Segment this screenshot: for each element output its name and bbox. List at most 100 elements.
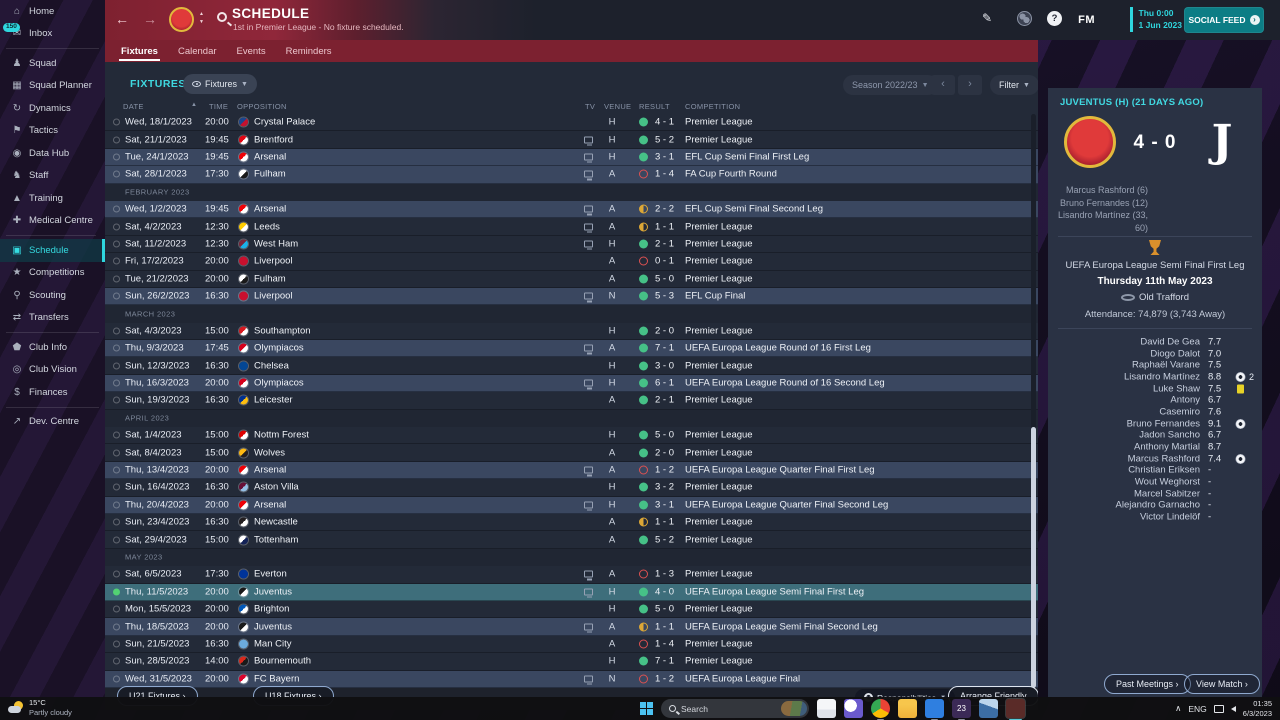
fixture-row[interactable]: Mon, 15/5/2023 20:00 Brighton H 5 - 0 Pr…	[105, 600, 1038, 619]
fixture-row[interactable]: Sun, 16/4/2023 16:30 Aston Villa H 3 - 2…	[105, 479, 1038, 497]
fixture-row[interactable]: Sat, 8/4/2023 15:00 Wolves A 2 - 0 Premi…	[105, 444, 1038, 462]
past-meetings-button[interactable]: Past Meetings ›	[1104, 674, 1191, 694]
row-select-ring[interactable]	[113, 483, 120, 491]
fixture-row[interactable]: Sat, 28/1/2023 17:30 Fulham A 1 - 4 FA C…	[105, 166, 1038, 184]
fixture-row[interactable]: Sun, 23/4/2023 16:30 Newcastle A 1 - 1 P…	[105, 513, 1038, 532]
fixture-row[interactable]: Sun, 19/3/2023 16:30 Leicester A 2 - 1 P…	[105, 392, 1038, 410]
row-select-ring[interactable]	[113, 205, 120, 213]
row-select-ring[interactable]	[113, 362, 120, 370]
chevron-down-icon[interactable]: ▼	[199, 19, 204, 25]
player-rating-row[interactable]: Marcus Rashford 7.4	[1048, 453, 1262, 465]
season-selector[interactable]: Season 2022/23 ▼	[843, 75, 938, 95]
row-select-ring[interactable]	[113, 292, 120, 300]
fixture-row[interactable]: Thu, 11/5/2023 20:00 Juventus H 4 - 0 UE…	[105, 583, 1038, 601]
row-select-ring[interactable]	[113, 657, 120, 665]
view-selector[interactable]: Fixtures ▼	[183, 74, 257, 94]
fixture-row[interactable]: Sun, 26/2/2023 16:30 Liverpool N 5 - 3 E…	[105, 287, 1038, 306]
fixture-row[interactable]: Sat, 1/4/2023 15:00 Nottm Forest H 5 - 0…	[105, 427, 1038, 445]
help-icon[interactable]: ?	[1047, 11, 1062, 26]
globe-icon[interactable]	[1017, 11, 1032, 26]
language-indicator[interactable]: ENG	[1188, 703, 1207, 714]
player-rating-row[interactable]: Antony 6.7	[1048, 394, 1262, 406]
col-competition[interactable]: COMPETITION	[685, 102, 741, 111]
tab[interactable]: Calendar	[168, 40, 227, 62]
row-select-ring[interactable]	[113, 588, 120, 596]
row-select-ring[interactable]	[113, 396, 120, 404]
folder-icon[interactable]	[898, 699, 917, 718]
player-rating-row[interactable]: Lisandro Martínez 8.8 2	[1048, 371, 1262, 383]
row-select-ring[interactable]	[113, 466, 120, 474]
scrollbar-thumb[interactable]	[1031, 427, 1036, 688]
fixture-row[interactable]: Thu, 20/4/2023 20:00 Arsenal H 3 - 1 UEF…	[105, 496, 1038, 514]
row-select-ring[interactable]	[113, 223, 120, 231]
fixture-row[interactable]: Sat, 29/4/2023 15:00 Tottenham A 5 - 2 P…	[105, 531, 1038, 549]
prev-season-button[interactable]: ‹	[931, 75, 955, 95]
fixture-row[interactable]: APRIL 2023	[105, 409, 1038, 428]
next-season-button[interactable]: ›	[958, 75, 982, 95]
taskbar-search[interactable]: Search	[661, 699, 809, 718]
player-rating-row[interactable]: Casemiro 7.6	[1048, 406, 1262, 418]
filter-button[interactable]: Filter ▼	[990, 75, 1038, 95]
sidebar-item[interactable]: ▦ Squad Planner	[0, 75, 105, 98]
fixture-row[interactable]: Sat, 21/1/2023 19:45 Brentford H 5 - 2 P…	[105, 131, 1038, 149]
sidebar-item[interactable]: ⚲ Scouting	[0, 284, 105, 307]
fixture-row[interactable]: Wed, 31/5/2023 20:00 FC Bayern N 1 - 2 U…	[105, 670, 1038, 688]
sidebar-item[interactable]: ◉ Data Hub	[0, 142, 105, 165]
back-button[interactable]: ←	[115, 11, 129, 27]
forward-button[interactable]: →	[143, 11, 157, 27]
fixture-row[interactable]: Sat, 4/2/2023 12:30 Leeds A 1 - 1 Premie…	[105, 218, 1038, 236]
search-icon[interactable]	[217, 12, 227, 22]
row-select-ring[interactable]	[113, 640, 120, 648]
sidebar-item[interactable]: ↗ Dev. Centre	[0, 406, 105, 434]
windows-start-button[interactable]	[640, 702, 653, 715]
col-date[interactable]: DATE	[123, 102, 144, 111]
network-icon[interactable]	[1213, 704, 1224, 713]
player-rating-row[interactable]: Alejandro Garnacho -	[1048, 500, 1262, 512]
sidebar-item[interactable]: ⚑ Tactics	[0, 120, 105, 143]
fixture-row[interactable]: Sun, 28/5/2023 14:00 Bournemouth H 7 - 1…	[105, 653, 1038, 671]
fm23-icon[interactable]: 23	[952, 699, 971, 720]
player-rating-row[interactable]: Diogo Dalot 7.0	[1048, 348, 1262, 360]
fixture-row[interactable]: Tue, 21/2/2023 20:00 Fulham A 5 - 0 Prem…	[105, 270, 1038, 288]
fixture-row[interactable]: Fri, 17/2/2023 20:00 Liverpool A 0 - 1 P…	[105, 253, 1038, 271]
fixture-row[interactable]: Wed, 18/1/2023 20:00 Crystal Palace H 4 …	[105, 114, 1038, 132]
row-select-ring[interactable]	[113, 136, 120, 144]
sidebar-item[interactable]: ♞ Staff	[0, 165, 105, 188]
row-select-ring[interactable]	[113, 536, 120, 544]
row-select-ring[interactable]	[113, 518, 120, 526]
fixture-row[interactable]: Sat, 6/5/2023 17:30 Everton A 1 - 3 Prem…	[105, 566, 1038, 584]
fixture-row[interactable]: Wed, 1/2/2023 19:45 Arsenal A 2 - 2 EFL …	[105, 200, 1038, 219]
fixture-row[interactable]: Thu, 13/4/2023 20:00 Arsenal A 1 - 2 UEF…	[105, 461, 1038, 480]
sidebar-item[interactable]: ↻ Dynamics	[0, 97, 105, 120]
sidebar-item[interactable]: $ Finances	[0, 381, 105, 404]
row-select-ring[interactable]	[113, 275, 120, 283]
tray-expand-chevron[interactable]: ∧	[1175, 703, 1182, 713]
fixture-row[interactable]: Thu, 18/5/2023 20:00 Juventus A 1 - 1 UE…	[105, 618, 1038, 636]
row-select-ring[interactable]	[113, 605, 120, 613]
player-rating-row[interactable]: David De Gea 7.7	[1048, 336, 1262, 348]
player-rating-row[interactable]: Raphaël Varane 7.5	[1048, 359, 1262, 371]
row-select-ring[interactable]	[113, 344, 120, 352]
tab[interactable]: Reminders	[276, 40, 342, 62]
chevron-up-icon[interactable]: ▲	[199, 11, 204, 17]
row-select-ring[interactable]	[113, 623, 120, 631]
fixture-row[interactable]: MARCH 2023	[105, 305, 1038, 323]
fixture-row[interactable]: Sun, 12/3/2023 16:30 Chelsea H 3 - 0 Pre…	[105, 357, 1038, 375]
speaker-icon[interactable]	[1230, 705, 1236, 712]
sidebar-item[interactable]: ✉ 150 Inbox	[0, 23, 105, 46]
col-venue[interactable]: VENUE	[604, 102, 632, 111]
sidebar-item[interactable]: ♟ Squad	[0, 48, 105, 75]
fixture-row[interactable]: Thu, 16/3/2023 20:00 Olympiacos H 6 - 1 …	[105, 374, 1038, 393]
active-app-icon[interactable]	[1006, 699, 1025, 720]
match-panel-title[interactable]: JUVENTUS (H) (21 DAYS AGO)	[1060, 97, 1204, 108]
fixture-row[interactable]: Sat, 4/3/2023 15:00 Southampton H 2 - 0 …	[105, 322, 1038, 341]
row-select-ring[interactable]	[113, 675, 120, 683]
social-feed-button[interactable]: SOCIAL FEED ›	[1184, 7, 1264, 33]
sidebar-item[interactable]: ⌂ Home	[0, 0, 105, 23]
row-select-ring[interactable]	[113, 257, 120, 265]
weather-widget[interactable]: 15°C Partly cloudy	[8, 698, 72, 718]
sidebar-item[interactable]: ⇄ Transfers	[0, 307, 105, 330]
col-tv[interactable]: TV	[585, 102, 596, 111]
sidebar-item[interactable]: ⬟ Club Info	[0, 332, 105, 359]
row-select-ring[interactable]	[113, 570, 120, 578]
